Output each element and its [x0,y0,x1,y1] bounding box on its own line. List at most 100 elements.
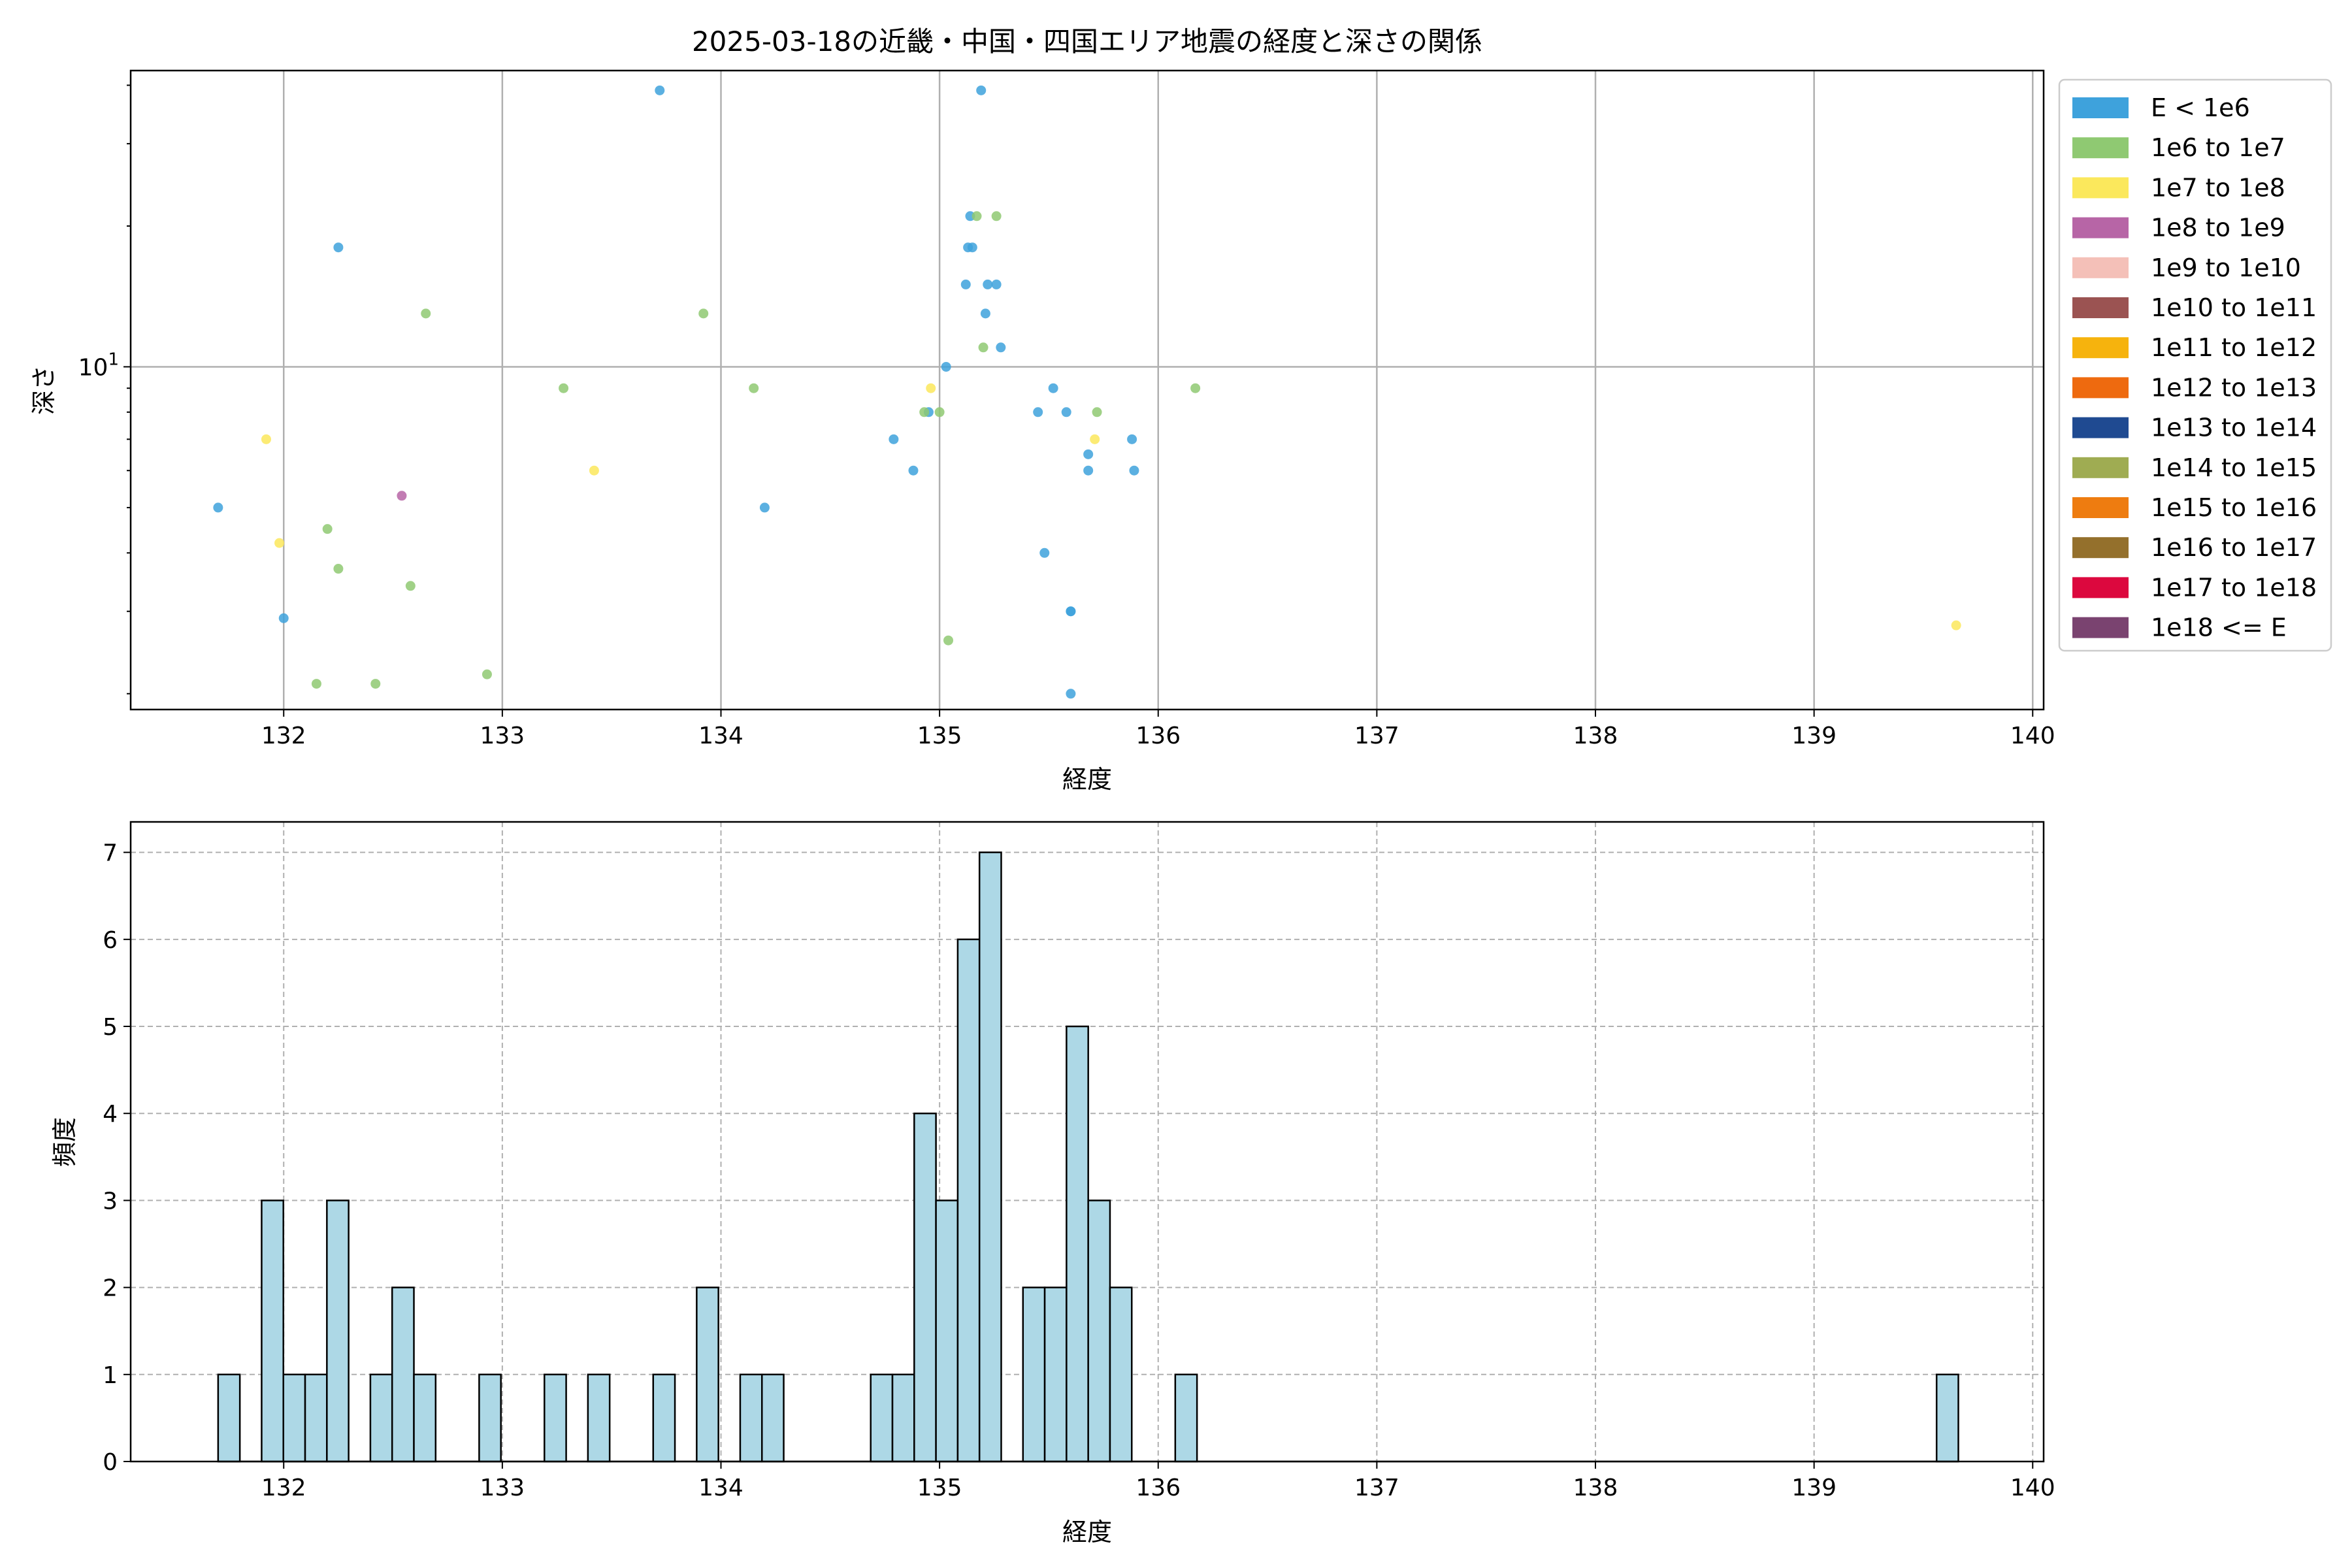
scatter-point [1039,547,1050,558]
legend-swatch [2072,337,2129,359]
scatter-point [1083,449,1094,459]
histogram-x-ticks: 132 133 134 135 136 137 138 139 140 [261,1462,2055,1501]
scatter-x-label: 経度 [1062,765,1112,794]
scatter-grid [131,71,2044,710]
scatter-title: 2025-03-18の近畿・中国・四国エリア地震の経度と深さの関係 [692,25,1482,57]
scatter-point [370,679,381,689]
histogram-bar [913,1112,937,1463]
scatter-point [749,383,759,393]
scatter-plot-frame [129,69,2045,711]
histogram-x-tick-label: 137 [1354,1475,1399,1501]
scatter-point [1048,383,1058,393]
legend-label: 1e15 to 1e16 [2151,493,2317,522]
histogram-x-tick-label: 134 [698,1475,743,1501]
scatter-point [698,308,709,319]
scatter-point [333,564,344,574]
scatter-x-tick-label: 133 [480,723,525,749]
histogram-bar [870,1373,894,1463]
histogram-y-tick-label: 2 [103,1275,118,1302]
scatter-point [983,279,993,289]
scatter-point [482,669,492,679]
scatter-point [421,308,431,319]
histogram-x-tick-label: 133 [480,1475,525,1501]
scatter-x-ticks: 132 133 134 135 136 137 138 139 140 [261,710,2055,749]
histogram-bar [1022,1286,1046,1463]
histogram-plot-frame [129,821,2045,1463]
histogram-y-tick-label: 0 [103,1449,118,1476]
histogram-y-tick-label: 4 [103,1101,118,1128]
scatter-point [405,581,416,591]
histogram-bars [217,851,1959,1463]
scatter-point [934,407,945,417]
scatter-point [978,342,988,353]
legend-swatch [2072,457,2129,478]
histogram-y-tick-label: 7 [103,840,118,867]
histogram-bar [1109,1286,1133,1463]
histogram-y-label: 頻度 [50,1117,79,1167]
scatter-x-tick-label: 139 [1791,723,1837,749]
scatter-point [1083,465,1094,476]
scatter-point [1092,407,1102,417]
legend-swatch [2072,297,2129,318]
scatter-point [943,635,954,645]
histogram-bar [304,1373,328,1463]
scatter-point [1090,434,1100,444]
histogram-bar [413,1373,437,1463]
scatter-point [311,679,321,689]
legend-swatch [2072,577,2129,598]
scatter-point [919,407,930,417]
legend-label: 1e11 to 1e12 [2151,333,2317,362]
legend-label: 1e12 to 1e13 [2151,373,2317,402]
legend-label: 1e7 to 1e8 [2151,173,2285,202]
scatter-x-tick-label: 134 [698,723,743,749]
scatter-point [1127,434,1137,444]
legend-swatch [2072,537,2129,559]
scatter-point [274,538,285,548]
histogram-x-tick-label: 135 [917,1475,962,1501]
legend-swatch [2072,617,2129,638]
legend-label: 1e14 to 1e15 [2151,453,2317,482]
scatter-point [991,211,1002,221]
scatter-point [397,491,407,501]
histogram-bar [391,1286,415,1463]
legend-label: 1e16 to 1e17 [2151,533,2317,562]
scatter-x-tick-label: 137 [1354,723,1399,749]
scatter-point [1033,407,1043,417]
histogram-y-tick-label: 6 [103,927,118,954]
histogram-x-label: 経度 [1062,1518,1112,1546]
scatter-point [213,502,223,513]
legend-label: 1e13 to 1e14 [2151,414,2317,442]
scatter-point [996,342,1006,353]
histogram-bar [891,1373,915,1463]
scatter-point [261,434,271,444]
histogram-y-tick-label: 1 [103,1362,118,1389]
scatter-point [976,85,987,95]
histogram-bar [1174,1373,1198,1463]
scatter-points [213,85,1961,699]
legend-label: 1e17 to 1e18 [2151,573,2317,602]
scatter-point [926,383,936,393]
scatter-point [759,502,770,513]
scatter-x-tick-label: 140 [2010,723,2055,749]
legend-label: E < 1e6 [2151,93,2250,122]
scatter-point [1951,620,1961,630]
scatter-point [1061,407,1071,417]
legend-label: 1e10 to 1e11 [2151,293,2317,322]
scatter-point [1129,465,1139,476]
histogram-bar [1043,1286,1068,1463]
legend-swatch [2072,97,2129,118]
histogram-bar [760,1373,785,1463]
histogram-bar [369,1373,393,1463]
scatter-y-label: 深さ [29,365,58,415]
histogram-bar [217,1373,241,1463]
histogram-bar [935,1200,959,1463]
scatter-x-tick-label: 136 [1135,723,1181,749]
legend-label: 1e6 to 1e7 [2151,133,2285,162]
histogram-bar [261,1200,284,1463]
scatter-point [980,308,990,319]
legend-label: 1e18 <= E [2151,613,2287,642]
legend-swatch [2072,497,2129,518]
scatter-point [1066,606,1076,617]
